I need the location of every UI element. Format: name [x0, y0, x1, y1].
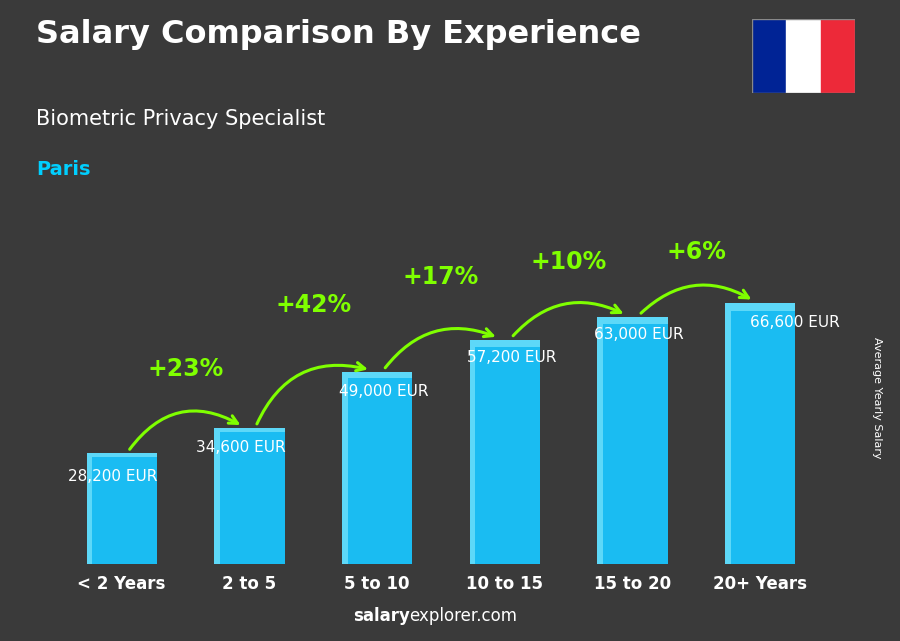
Bar: [470, 340, 475, 564]
Bar: [86, 453, 92, 564]
Text: +17%: +17%: [403, 265, 479, 289]
Text: Salary Comparison By Experience: Salary Comparison By Experience: [36, 19, 641, 50]
Text: +6%: +6%: [667, 240, 726, 263]
Text: Average Yearly Salary: Average Yearly Salary: [872, 337, 883, 458]
Bar: [342, 372, 412, 378]
Bar: [214, 428, 284, 564]
Bar: [470, 340, 540, 564]
Text: 63,000 EUR: 63,000 EUR: [594, 327, 684, 342]
Bar: [821, 19, 855, 93]
Text: Biometric Privacy Specialist: Biometric Privacy Specialist: [36, 109, 325, 129]
Bar: [598, 317, 668, 564]
Text: 28,200 EUR: 28,200 EUR: [68, 469, 158, 484]
Bar: [214, 428, 220, 564]
Text: +42%: +42%: [275, 293, 351, 317]
Text: +10%: +10%: [531, 250, 607, 274]
Bar: [752, 19, 786, 93]
Bar: [786, 19, 821, 93]
Text: 66,600 EUR: 66,600 EUR: [750, 315, 840, 329]
Bar: [725, 303, 796, 311]
Bar: [86, 453, 157, 457]
Bar: [86, 453, 157, 564]
Text: salary: salary: [353, 607, 410, 625]
Bar: [725, 303, 731, 564]
Bar: [470, 340, 540, 347]
Text: 57,200 EUR: 57,200 EUR: [466, 349, 556, 365]
Text: explorer.com: explorer.com: [410, 607, 518, 625]
Bar: [598, 317, 603, 564]
Text: 49,000 EUR: 49,000 EUR: [338, 384, 428, 399]
Text: 34,600 EUR: 34,600 EUR: [195, 440, 285, 455]
Bar: [342, 372, 412, 564]
Bar: [214, 428, 284, 433]
Text: Paris: Paris: [36, 160, 91, 179]
Text: +23%: +23%: [148, 357, 223, 381]
Bar: [598, 317, 668, 324]
Bar: [725, 303, 796, 564]
Bar: [342, 372, 347, 564]
